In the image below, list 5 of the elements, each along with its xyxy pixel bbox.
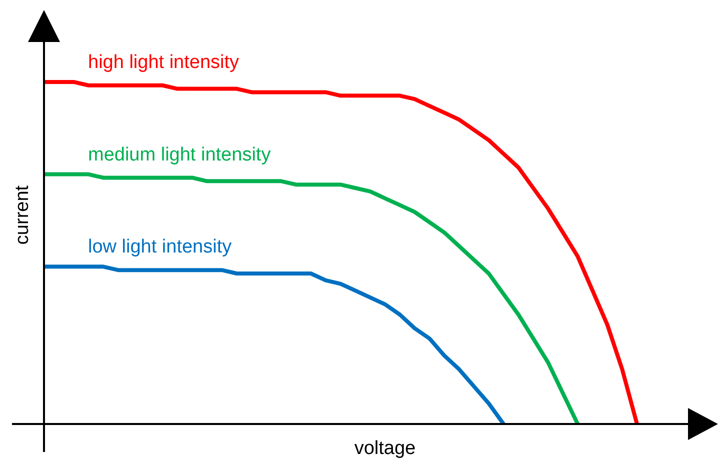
x-axis-title: voltage <box>354 438 416 459</box>
series-label: low light intensity <box>88 236 232 258</box>
y-axis-title: current <box>12 184 33 245</box>
series-label: medium light intensity <box>88 144 272 166</box>
series-label: high light intensity <box>88 52 240 73</box>
